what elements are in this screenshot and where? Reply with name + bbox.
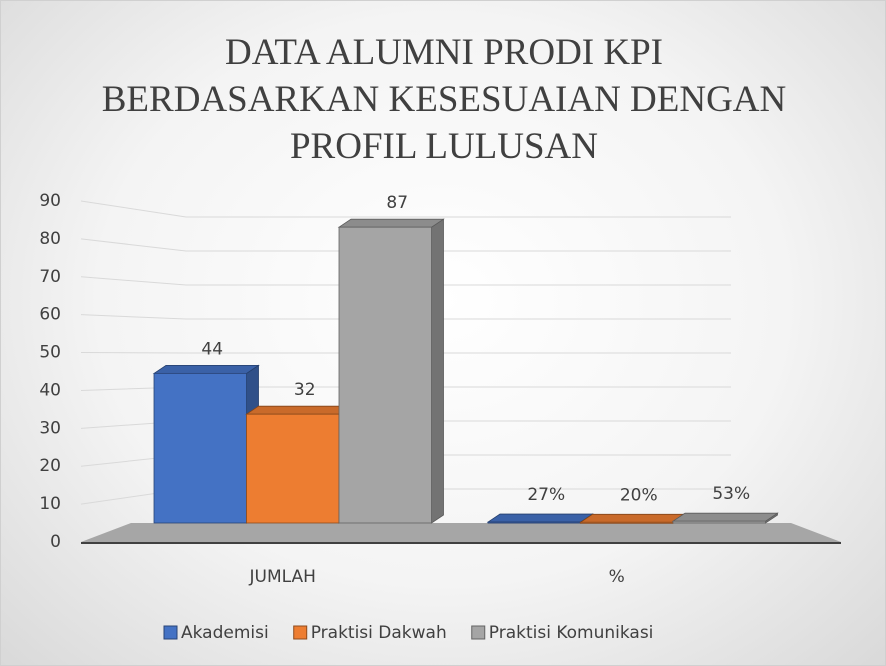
legend-swatch bbox=[471, 625, 486, 640]
data-label: 53% bbox=[712, 484, 750, 504]
grid-line bbox=[80, 238, 731, 252]
bar-top bbox=[337, 218, 445, 228]
bar-top bbox=[486, 513, 594, 523]
bar-front bbox=[246, 413, 340, 524]
x-tick-label: JUMLAH bbox=[249, 567, 316, 587]
bar bbox=[671, 512, 779, 524]
legend-label: Akademisi bbox=[181, 623, 269, 643]
legend-label: Praktisi Dakwah bbox=[311, 623, 447, 643]
data-label: 20% bbox=[620, 485, 658, 505]
grid-line bbox=[80, 200, 731, 218]
floor bbox=[81, 523, 841, 542]
bar bbox=[486, 513, 594, 524]
y-tick-label: 20 bbox=[39, 456, 61, 476]
data-label: 27% bbox=[527, 485, 565, 505]
bar-top bbox=[152, 364, 260, 374]
chart-title: DATA ALUMNI PRODI KPI BERDASARKAN KESESU… bbox=[101, 32, 787, 167]
bar-front bbox=[672, 520, 766, 524]
grid-line bbox=[80, 276, 731, 286]
data-label: 32 bbox=[294, 380, 316, 400]
y-tick-label: 30 bbox=[39, 418, 61, 438]
y-tick-label: 70 bbox=[39, 267, 61, 287]
bar bbox=[579, 513, 687, 524]
bar bbox=[152, 364, 260, 524]
bar bbox=[337, 218, 445, 524]
data-label: 87 bbox=[386, 193, 408, 213]
bar-front bbox=[338, 226, 432, 524]
y-tick-label: 80 bbox=[39, 229, 61, 249]
bar-side bbox=[431, 218, 444, 524]
bar-front bbox=[487, 521, 581, 524]
y-tick-label: 10 bbox=[39, 494, 61, 514]
bar-top bbox=[579, 513, 687, 523]
data-label: 44 bbox=[201, 339, 223, 359]
y-tick-label: 90 bbox=[39, 191, 61, 211]
legend-swatch bbox=[163, 625, 178, 640]
legend-swatch bbox=[293, 625, 308, 640]
bar-top bbox=[245, 405, 353, 415]
y-tick-label: 40 bbox=[39, 380, 61, 400]
bar-top bbox=[671, 512, 779, 522]
bar bbox=[245, 405, 353, 524]
x-tick-label: % bbox=[609, 567, 625, 587]
y-tick-label: 50 bbox=[39, 343, 61, 363]
grid-line bbox=[80, 314, 731, 320]
bar-front bbox=[153, 372, 247, 524]
y-tick-label: 0 bbox=[50, 532, 61, 552]
y-tick-label: 60 bbox=[39, 305, 61, 325]
bar-front bbox=[580, 521, 674, 524]
legend-label: Praktisi Komunikasi bbox=[489, 623, 654, 643]
